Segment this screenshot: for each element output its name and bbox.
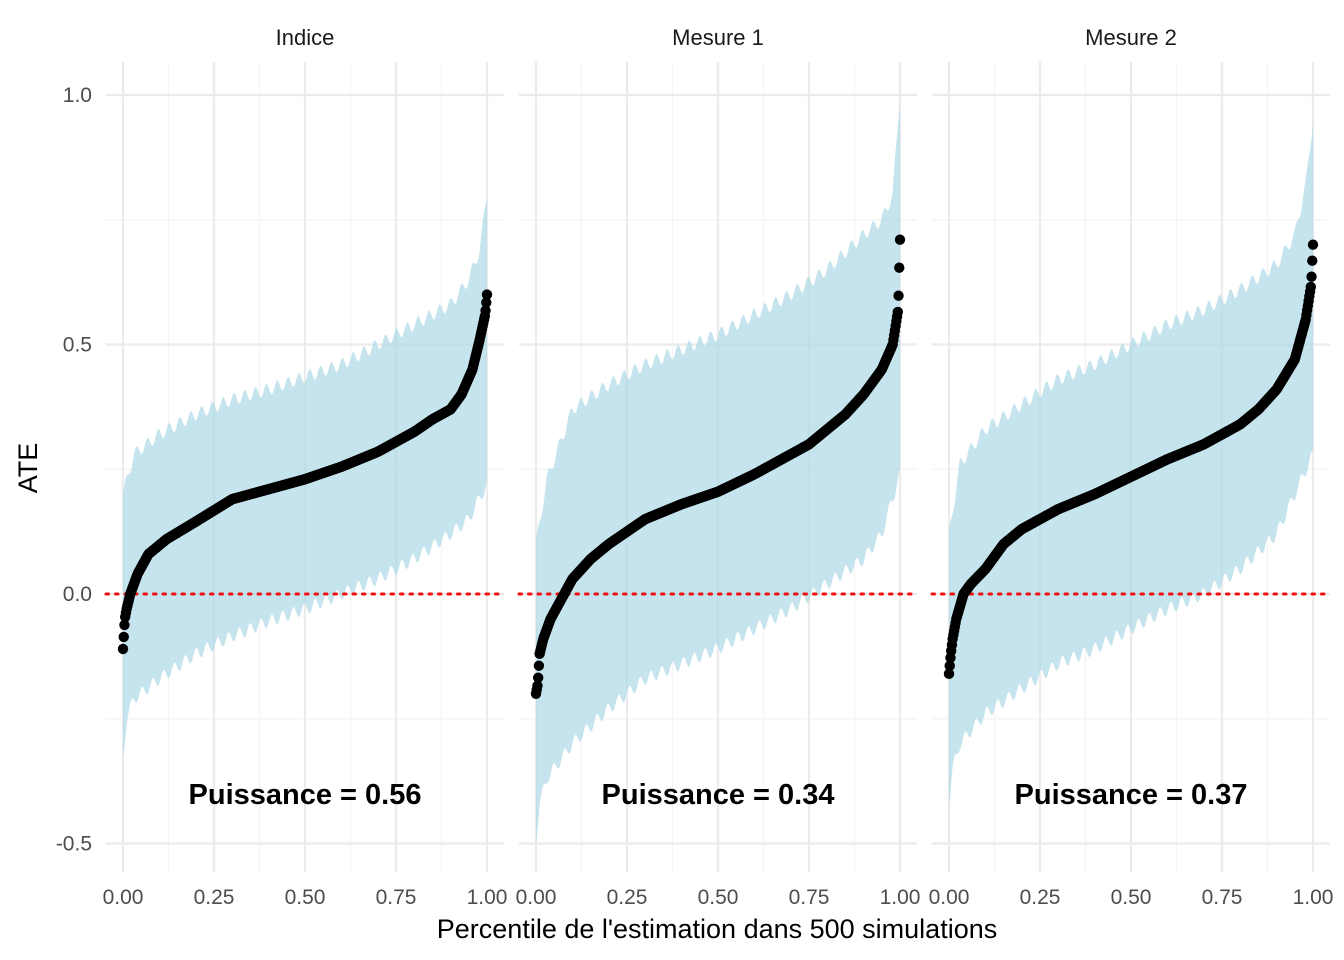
facet-label: Mesure 2 bbox=[1085, 25, 1177, 50]
estimate-points bbox=[943, 239, 1319, 680]
x-tick-label: 0.75 bbox=[789, 886, 830, 909]
y-tick-label: 1.0 bbox=[63, 84, 92, 107]
x-tick-label: 0.75 bbox=[376, 886, 417, 909]
power-annotation: Puissance = 0.34 bbox=[602, 779, 835, 811]
x-tick-label: 0.00 bbox=[929, 886, 970, 909]
data-point bbox=[943, 668, 955, 680]
facet-panel: Mesure 1 Puissance = 0.34 0.00 0.25 0.50 0.75… bbox=[516, 25, 921, 909]
data-point bbox=[533, 660, 545, 671]
data-point bbox=[480, 305, 491, 316]
data-point bbox=[944, 660, 955, 672]
data-point bbox=[892, 306, 904, 318]
power-annotation: Puissance = 0.37 bbox=[1015, 779, 1248, 811]
power-annotation: Puissance = 0.56 bbox=[189, 779, 422, 811]
estimate-points bbox=[530, 234, 906, 699]
confidence-band bbox=[536, 100, 900, 843]
data-point bbox=[118, 631, 129, 643]
y-tick-label: 0.0 bbox=[63, 583, 92, 606]
x-tick-label: 0.25 bbox=[1020, 886, 1061, 909]
x-tick-label: 0.25 bbox=[607, 886, 648, 909]
data-point bbox=[119, 619, 130, 631]
data-point bbox=[117, 643, 129, 655]
y-tick-label: -0.5 bbox=[56, 833, 92, 856]
data-point bbox=[894, 234, 906, 245]
x-tick-label: 0.25 bbox=[194, 886, 235, 909]
x-tick-label: 0.00 bbox=[103, 886, 144, 909]
data-point bbox=[1307, 239, 1319, 250]
facet-label: Mesure 1 bbox=[672, 25, 764, 50]
data-point bbox=[1305, 281, 1317, 293]
y-tick-label: 0.5 bbox=[63, 334, 92, 357]
facet-panels: Indice Puissance = 0.56 0.00 0.25 0.50 0.75 1.… bbox=[56, 25, 1334, 909]
x-tick-label: 1.00 bbox=[1293, 886, 1334, 909]
data-point bbox=[481, 297, 492, 308]
data-point bbox=[1306, 271, 1317, 282]
x-tick-label: 0.50 bbox=[1111, 886, 1152, 909]
x-axis-title: Percentile de l'estimation dans 500 simu… bbox=[437, 914, 997, 944]
estimate-points bbox=[117, 289, 493, 655]
x-tick-label: 1.00 bbox=[880, 886, 921, 909]
facet-label: Indice bbox=[276, 25, 335, 50]
data-point bbox=[1307, 255, 1318, 266]
x-tick-label: 0.50 bbox=[698, 886, 739, 909]
x-tick-label: 0.75 bbox=[1202, 886, 1243, 909]
data-point bbox=[532, 680, 543, 691]
data-point bbox=[894, 262, 905, 273]
data-point bbox=[893, 290, 904, 301]
x-tick-label: 1.00 bbox=[467, 886, 508, 909]
x-tick-label: 0.50 bbox=[285, 886, 326, 909]
y-axis-title: ATE bbox=[13, 443, 43, 494]
data-point bbox=[532, 672, 544, 683]
facet-panel: Indice Puissance = 0.56 0.00 0.25 0.50 0.75 1.… bbox=[103, 25, 508, 909]
facet-panel: Mesure 2 Puissance = 0.37 0.00 0.25 0.50 0.75… bbox=[929, 25, 1334, 909]
confidence-band bbox=[949, 123, 1313, 810]
x-tick-label: 0.00 bbox=[516, 886, 557, 909]
data-point bbox=[481, 289, 493, 300]
